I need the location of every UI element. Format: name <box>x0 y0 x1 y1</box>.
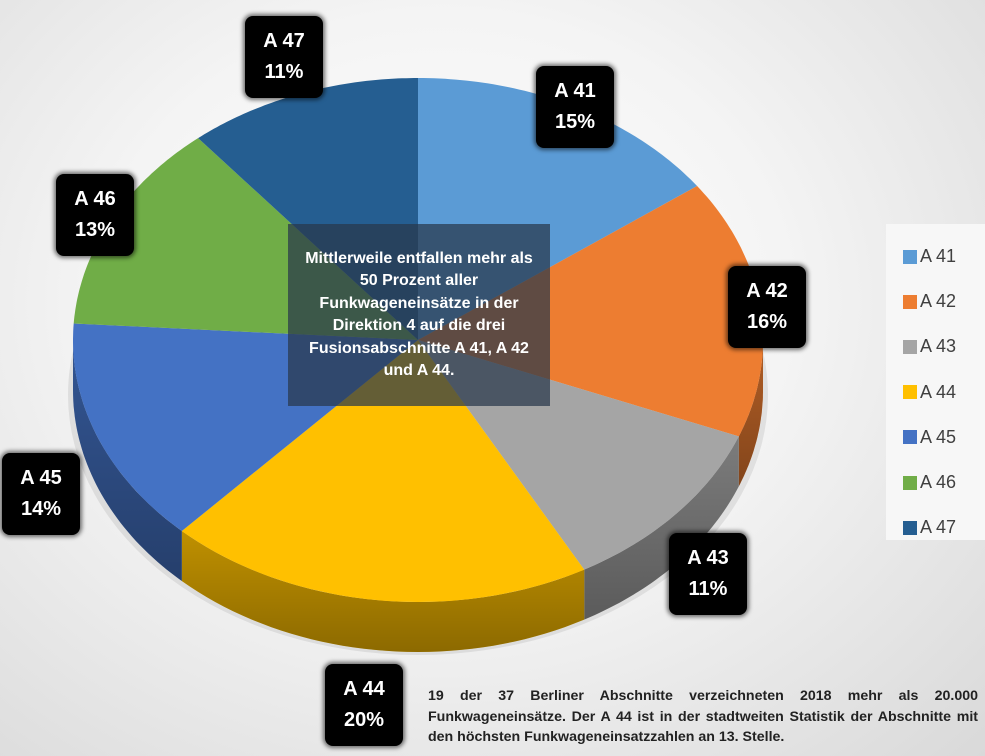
data-label-category: A 45 <box>20 467 62 489</box>
data-label-category: A 43 <box>687 547 729 569</box>
data-label-a41: A 41 15% <box>536 66 614 148</box>
legend-swatch <box>903 294 917 309</box>
center-annotation-text: Mittlerweile entfallen mehr als 50 Proze… <box>305 249 533 380</box>
pie-side-shade-a42 <box>738 340 763 487</box>
data-label-a44: A 44 20% <box>325 664 403 746</box>
data-label-value: 15% <box>554 111 596 133</box>
data-label-a46: A 46 13% <box>56 174 134 256</box>
legend-item-a41: A 41 <box>886 234 985 279</box>
legend-label: A 43 <box>920 336 957 357</box>
data-label-category: A 41 <box>554 80 596 102</box>
legend: A 41 A 42 A 43 A 44 A 45 A 46 A 47 <box>886 224 985 540</box>
legend-label: A 44 <box>920 381 957 402</box>
pie-slice-a44 <box>181 340 585 602</box>
legend-item-a44: A 44 <box>886 370 985 415</box>
pie-side-shade-a44 <box>181 531 585 652</box>
data-label-a42: A 42 16% <box>728 266 806 348</box>
data-label-value: 20% <box>343 709 385 731</box>
legend-item-a43: A 43 <box>886 324 985 369</box>
center-annotation: Mittlerweile entfallen mehr als 50 Proze… <box>288 224 550 406</box>
data-label-category: A 47 <box>263 30 305 52</box>
data-label-value: 13% <box>74 219 116 241</box>
data-label-value: 14% <box>20 498 62 520</box>
pie-side-shade-a45 <box>73 340 182 581</box>
legend-label: A 45 <box>920 426 957 447</box>
legend-swatch <box>903 339 917 354</box>
pie-side-shade-a43 <box>584 436 739 620</box>
footnote: 19 der 37 Berliner Abschnitte verzeichne… <box>428 688 978 745</box>
data-label-a45: A 45 14% <box>2 453 80 535</box>
legend-item-a47: A 47 <box>886 505 985 550</box>
legend-label: A 41 <box>920 246 957 267</box>
data-label-a43: A 43 11% <box>669 533 747 615</box>
legend-swatch <box>903 520 917 535</box>
legend-swatch <box>903 385 917 400</box>
data-label-category: A 44 <box>343 678 385 700</box>
legend-item-a45: A 45 <box>886 415 985 460</box>
legend-item-a46: A 46 <box>886 460 985 505</box>
legend-item-a42: A 42 <box>886 279 985 324</box>
data-label-value: 16% <box>746 311 788 333</box>
legend-swatch <box>903 475 917 490</box>
legend-label: A 46 <box>920 472 957 493</box>
legend-swatch <box>903 430 917 445</box>
data-label-category: A 42 <box>746 280 788 302</box>
data-label-value: 11% <box>264 61 304 83</box>
legend-label: A 42 <box>920 291 957 312</box>
legend-label: A 47 <box>920 517 957 538</box>
legend-swatch <box>903 249 917 264</box>
data-label-a47: A 47 11% <box>245 16 323 98</box>
data-label-category: A 46 <box>74 188 116 210</box>
pie-sides <box>73 340 763 652</box>
pie-slice-a42 <box>418 186 763 437</box>
data-label-value: 11% <box>688 578 728 600</box>
